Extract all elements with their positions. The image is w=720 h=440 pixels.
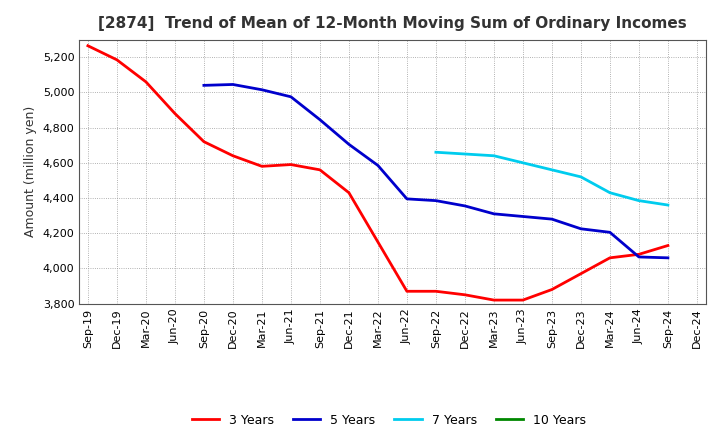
3 Years bbox=[345, 190, 354, 195]
3 Years bbox=[171, 111, 179, 116]
5 Years bbox=[461, 203, 469, 209]
5 Years bbox=[634, 254, 643, 260]
Line: 5 Years: 5 Years bbox=[204, 84, 668, 258]
Title: [2874]  Trend of Mean of 12-Month Moving Sum of Ordinary Incomes: [2874] Trend of Mean of 12-Month Moving … bbox=[98, 16, 687, 32]
Line: 7 Years: 7 Years bbox=[436, 152, 668, 205]
5 Years bbox=[431, 198, 440, 203]
Y-axis label: Amount (million yen): Amount (million yen) bbox=[24, 106, 37, 237]
Line: 3 Years: 3 Years bbox=[88, 46, 668, 300]
5 Years bbox=[402, 196, 411, 202]
5 Years bbox=[664, 255, 672, 260]
3 Years bbox=[228, 153, 237, 158]
3 Years bbox=[490, 297, 498, 303]
5 Years bbox=[490, 211, 498, 216]
3 Years bbox=[84, 43, 92, 48]
3 Years bbox=[258, 164, 266, 169]
3 Years bbox=[199, 139, 208, 144]
7 Years bbox=[606, 190, 614, 195]
3 Years bbox=[112, 57, 121, 62]
7 Years bbox=[577, 174, 585, 180]
5 Years bbox=[345, 142, 354, 147]
Legend: 3 Years, 5 Years, 7 Years, 10 Years: 3 Years, 5 Years, 7 Years, 10 Years bbox=[186, 409, 591, 432]
7 Years bbox=[490, 153, 498, 158]
3 Years bbox=[287, 162, 295, 167]
5 Years bbox=[374, 163, 382, 168]
5 Years bbox=[287, 94, 295, 99]
3 Years bbox=[518, 297, 527, 303]
7 Years bbox=[634, 198, 643, 203]
7 Years bbox=[664, 202, 672, 208]
3 Years bbox=[142, 79, 150, 84]
5 Years bbox=[518, 214, 527, 219]
3 Years bbox=[431, 289, 440, 294]
5 Years bbox=[548, 216, 557, 222]
3 Years bbox=[634, 252, 643, 257]
5 Years bbox=[228, 82, 237, 87]
7 Years bbox=[518, 160, 527, 165]
5 Years bbox=[577, 226, 585, 231]
5 Years bbox=[606, 230, 614, 235]
5 Years bbox=[199, 83, 208, 88]
3 Years bbox=[606, 255, 614, 260]
7 Years bbox=[548, 167, 557, 172]
3 Years bbox=[664, 243, 672, 248]
3 Years bbox=[461, 292, 469, 297]
5 Years bbox=[315, 117, 324, 122]
7 Years bbox=[461, 151, 469, 157]
7 Years bbox=[431, 150, 440, 155]
3 Years bbox=[548, 287, 557, 292]
3 Years bbox=[577, 271, 585, 276]
3 Years bbox=[315, 167, 324, 172]
3 Years bbox=[402, 289, 411, 294]
5 Years bbox=[258, 87, 266, 92]
3 Years bbox=[374, 239, 382, 245]
